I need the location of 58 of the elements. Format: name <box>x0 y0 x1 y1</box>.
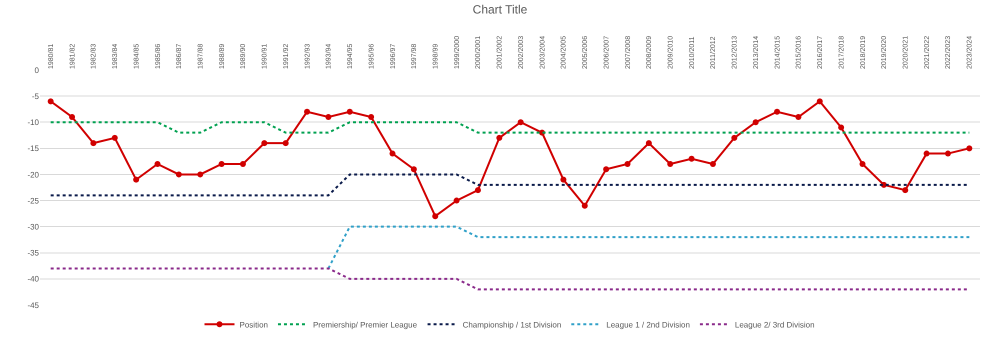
point <box>816 98 823 104</box>
point <box>860 161 866 167</box>
point <box>688 156 695 162</box>
legend-label: League 1 / 2nd Division <box>606 320 690 330</box>
point <box>346 108 353 115</box>
point <box>795 114 802 120</box>
point <box>710 161 716 167</box>
point <box>325 114 332 120</box>
point <box>496 134 502 141</box>
point <box>432 213 438 220</box>
y-tick-label: -35 <box>27 248 40 258</box>
point <box>69 114 76 120</box>
point <box>966 145 972 152</box>
point <box>282 140 289 146</box>
y-tick-label: -10 <box>27 118 40 128</box>
y-tick-label: -20 <box>27 170 40 180</box>
legend-label: League 2/ 3rd Division <box>734 320 815 330</box>
point <box>112 134 118 141</box>
point <box>90 140 96 146</box>
y-tick-label: -30 <box>27 222 40 232</box>
point <box>48 98 54 104</box>
point <box>902 187 908 194</box>
point <box>731 134 738 141</box>
point <box>624 161 630 167</box>
point <box>261 140 268 146</box>
point <box>390 150 396 157</box>
y-tick-label: 0 <box>34 66 40 75</box>
point <box>304 108 310 115</box>
point <box>240 161 246 167</box>
y-tick-label: -25 <box>27 196 40 206</box>
point <box>603 166 610 172</box>
point <box>518 119 524 126</box>
legend-label: Championship / 1st Division <box>462 320 562 330</box>
point <box>646 140 652 146</box>
legend-label: Position <box>240 320 268 330</box>
point <box>582 202 588 209</box>
point <box>410 166 417 172</box>
legend-label: Premiership/ Premier League <box>312 320 418 330</box>
point <box>774 108 780 115</box>
point <box>218 161 225 167</box>
point <box>197 171 204 178</box>
point <box>944 150 951 157</box>
point <box>924 150 930 157</box>
point <box>560 176 566 183</box>
point <box>667 161 674 167</box>
point <box>154 161 160 167</box>
y-tick-label: -5 <box>32 92 40 101</box>
point <box>474 187 481 194</box>
y-tick-label: -45 <box>27 300 40 310</box>
y-tick-label: -15 <box>27 144 40 154</box>
point <box>454 198 460 204</box>
chart-title: Chart Title <box>472 2 528 17</box>
point <box>176 171 182 178</box>
point <box>368 114 374 120</box>
point <box>752 119 759 126</box>
point <box>838 124 844 130</box>
point <box>133 176 140 183</box>
y-tick-label: -40 <box>27 274 40 284</box>
